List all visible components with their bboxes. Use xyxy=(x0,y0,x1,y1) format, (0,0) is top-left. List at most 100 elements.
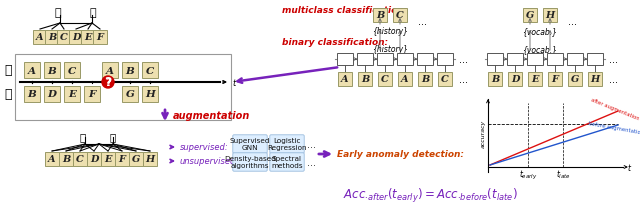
Text: C: C xyxy=(441,75,449,84)
Text: Spectral
methods: Spectral methods xyxy=(271,156,303,169)
FancyBboxPatch shape xyxy=(508,72,522,87)
Text: E: E xyxy=(84,33,92,42)
Text: B: B xyxy=(47,66,56,75)
Text: $Acc_{\cdot after}(t_{early}) = Acc_{\cdot before}(t_{late})$: $Acc_{\cdot after}(t_{early}) = Acc_{\cd… xyxy=(342,186,517,202)
Text: {history}: {history} xyxy=(372,27,408,36)
FancyBboxPatch shape xyxy=(393,9,407,23)
FancyBboxPatch shape xyxy=(93,31,107,45)
FancyBboxPatch shape xyxy=(417,53,433,66)
FancyBboxPatch shape xyxy=(488,72,502,87)
FancyBboxPatch shape xyxy=(115,153,129,166)
Text: A: A xyxy=(106,66,114,75)
FancyBboxPatch shape xyxy=(337,53,353,66)
Text: E: E xyxy=(104,155,112,164)
FancyBboxPatch shape xyxy=(233,153,268,171)
FancyBboxPatch shape xyxy=(270,135,304,154)
FancyBboxPatch shape xyxy=(81,31,95,45)
FancyBboxPatch shape xyxy=(437,53,453,66)
Text: ...: ... xyxy=(609,75,618,85)
Text: 🧑: 🧑 xyxy=(110,131,116,141)
FancyBboxPatch shape xyxy=(73,153,87,166)
Text: B: B xyxy=(28,90,36,99)
Text: Early anomaly detection:: Early anomaly detection: xyxy=(337,150,464,159)
Text: ...: ... xyxy=(609,55,618,65)
FancyBboxPatch shape xyxy=(372,9,387,23)
Text: G: G xyxy=(571,75,579,84)
Text: Logistic
Regression: Logistic Regression xyxy=(268,138,307,151)
Text: 🧑: 🧑 xyxy=(4,88,12,101)
FancyBboxPatch shape xyxy=(33,31,47,45)
Text: F: F xyxy=(118,155,125,164)
Text: A: A xyxy=(28,66,36,75)
Text: A: A xyxy=(48,155,56,164)
FancyBboxPatch shape xyxy=(102,63,118,78)
Text: ...: ... xyxy=(418,17,427,27)
FancyBboxPatch shape xyxy=(129,153,143,166)
Text: E: E xyxy=(68,90,76,99)
FancyBboxPatch shape xyxy=(84,87,100,102)
FancyBboxPatch shape xyxy=(487,53,503,66)
Text: multiclass classification:: multiclass classification: xyxy=(282,6,407,15)
Text: C: C xyxy=(146,66,154,75)
Text: before augmentation: before augmentation xyxy=(588,120,640,135)
Text: H: H xyxy=(590,75,600,84)
Text: G: G xyxy=(526,12,534,20)
Text: $t_{late}$: $t_{late}$ xyxy=(556,168,570,180)
FancyBboxPatch shape xyxy=(543,9,557,23)
FancyBboxPatch shape xyxy=(64,63,80,78)
FancyBboxPatch shape xyxy=(270,153,304,171)
FancyBboxPatch shape xyxy=(122,63,138,78)
Text: B: B xyxy=(48,33,56,42)
Text: {history}: {history} xyxy=(372,45,408,54)
Text: H: H xyxy=(145,155,155,164)
Text: 🤖: 🤖 xyxy=(4,63,12,76)
Text: D: D xyxy=(72,33,80,42)
FancyBboxPatch shape xyxy=(44,63,60,78)
Text: H: H xyxy=(545,12,555,20)
Text: C: C xyxy=(68,66,76,75)
Text: B: B xyxy=(125,66,134,75)
FancyBboxPatch shape xyxy=(523,9,538,23)
Text: {vocab.}: {vocab.} xyxy=(522,45,557,54)
Text: B: B xyxy=(376,12,384,20)
Text: $t_{early}$: $t_{early}$ xyxy=(519,168,537,181)
Text: ...: ... xyxy=(459,75,468,85)
Text: accuracy: accuracy xyxy=(481,119,486,147)
FancyBboxPatch shape xyxy=(338,72,352,87)
FancyBboxPatch shape xyxy=(377,53,393,66)
FancyBboxPatch shape xyxy=(142,87,158,102)
FancyBboxPatch shape xyxy=(588,72,602,87)
FancyBboxPatch shape xyxy=(568,72,582,87)
Text: ?: ? xyxy=(104,76,112,89)
Text: augmentation: augmentation xyxy=(173,110,250,120)
FancyBboxPatch shape xyxy=(397,72,412,87)
Text: F: F xyxy=(88,90,96,99)
FancyBboxPatch shape xyxy=(358,72,372,87)
Circle shape xyxy=(102,77,114,88)
FancyBboxPatch shape xyxy=(418,72,432,87)
FancyBboxPatch shape xyxy=(101,153,115,166)
FancyBboxPatch shape xyxy=(357,53,373,66)
FancyBboxPatch shape xyxy=(587,53,603,66)
FancyBboxPatch shape xyxy=(60,153,73,166)
Text: A: A xyxy=(341,75,349,84)
FancyBboxPatch shape xyxy=(15,54,230,120)
Text: B: B xyxy=(491,75,499,84)
Text: G: G xyxy=(132,155,140,164)
Text: ?: ? xyxy=(105,78,111,87)
Text: ...: ... xyxy=(307,157,316,167)
Text: $t$: $t$ xyxy=(627,162,632,173)
Text: A: A xyxy=(401,75,409,84)
Text: {vocab.}: {vocab.} xyxy=(522,27,557,36)
FancyBboxPatch shape xyxy=(45,31,59,45)
Text: D: D xyxy=(47,90,56,99)
Text: C: C xyxy=(76,155,84,164)
Text: C: C xyxy=(381,75,389,84)
Text: B: B xyxy=(421,75,429,84)
Text: C: C xyxy=(60,33,68,42)
FancyBboxPatch shape xyxy=(142,63,158,78)
Text: after augmentation: after augmentation xyxy=(590,97,640,120)
FancyBboxPatch shape xyxy=(45,153,59,166)
FancyBboxPatch shape xyxy=(547,53,563,66)
Text: 🤖: 🤖 xyxy=(80,131,86,141)
